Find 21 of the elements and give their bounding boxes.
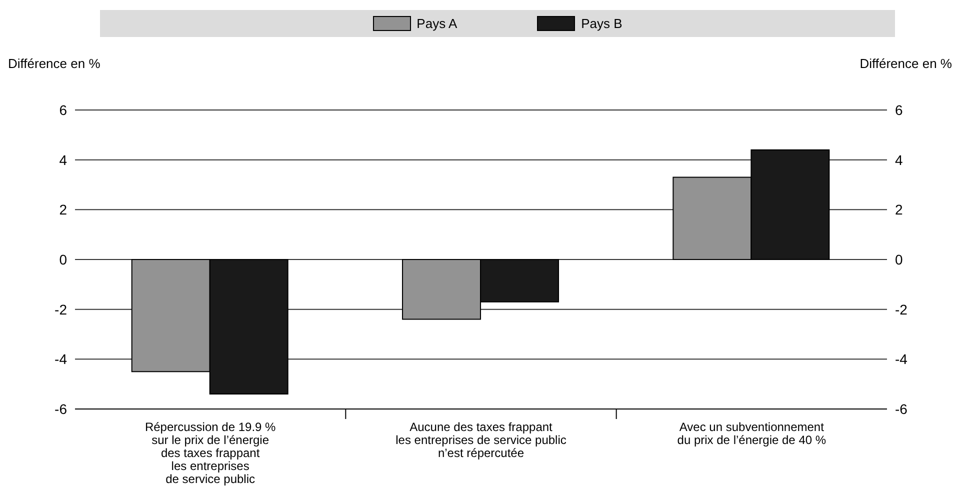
y2-tick-label: -4: [895, 351, 908, 368]
y2-tick-label: 4: [895, 152, 903, 168]
y-tick-label: 0: [59, 251, 68, 268]
x-tick-label: Avec un subventionnement du prix de l’énergie de 40 %: [677, 420, 826, 447]
y-axis-title: Différence en %: [8, 56, 100, 71]
y-tick-label: -6: [54, 400, 68, 417]
y-tick-label: 4: [59, 152, 68, 168]
y2-tick-label: -2: [895, 301, 908, 318]
y2-tick-label: 0: [895, 251, 903, 268]
y-tick-label: -4: [54, 351, 68, 368]
y2-tick-label: -6: [895, 400, 908, 417]
legend-label: Pays A: [416, 16, 458, 31]
y2-tick-label: 2: [895, 202, 903, 218]
x-tick-label: Répercussion de 19.9 % sur le prix de l’énergie des taxes frappant les entreprises de service public: [144, 420, 276, 486]
y2-tick-label: 6: [895, 102, 903, 118]
y-tick-label: -2: [54, 301, 68, 318]
y-tick-label: 6: [59, 102, 68, 118]
y2-axis-title: Différence en %: [860, 56, 952, 71]
legend-label: Pays B: [580, 16, 622, 31]
x-tick-label: Aucune des taxes frappant les entreprises de service public n’est répercutée: [396, 420, 566, 460]
y-tick-label: 2: [59, 202, 68, 218]
